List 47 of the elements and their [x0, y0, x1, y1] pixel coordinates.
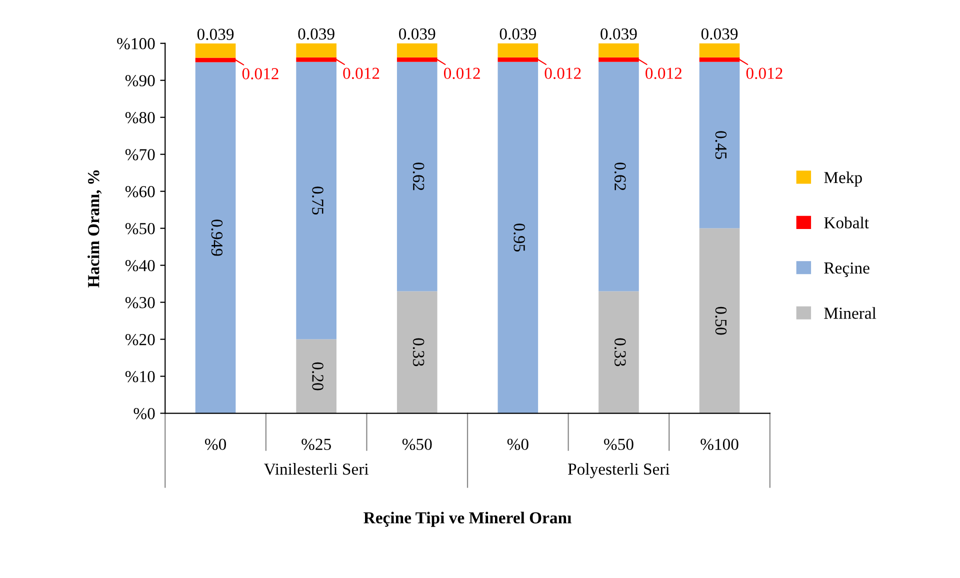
- legend-label: Kobalt: [824, 216, 869, 228]
- data-label: 0.62: [614, 162, 626, 190]
- data-label: 0.012: [343, 68, 380, 80]
- x-tick-label: %50: [604, 438, 634, 450]
- y-tick-label: %70: [125, 149, 155, 160]
- legend-label: Reçine: [824, 262, 870, 278]
- data-label: 0.039: [298, 28, 334, 40]
- x-axis-title: Reçine Tipi ve Minerel Oranı: [364, 512, 572, 527]
- y-axis-title: Hacim Oranı, %: [88, 170, 102, 288]
- y-tick-label: %30: [125, 296, 155, 308]
- text: Polyesterli Seri: [568, 463, 670, 478]
- data-label: 0.039: [600, 28, 637, 40]
- data-label: 0.33: [614, 338, 626, 366]
- data-label: 0.012: [544, 68, 581, 80]
- data-label: 0.039: [500, 28, 536, 40]
- data-label: 0.039: [701, 28, 738, 40]
- data-label: 0.95: [514, 224, 525, 252]
- data-label: 0.039: [197, 28, 234, 40]
- data-label: 0.75: [312, 186, 324, 214]
- y-tick-label: %80: [125, 112, 155, 124]
- y-tick-label: %50: [125, 223, 155, 234]
- y-tick-label: %10: [125, 370, 155, 382]
- x-tick-label: %25: [302, 438, 331, 450]
- y-tick-label: %100: [117, 38, 155, 50]
- y-tick-label: %0: [134, 408, 155, 420]
- x-tick-label: %0: [204, 438, 226, 450]
- legend-label: Mineral: [824, 307, 876, 319]
- data-label: 0.949: [211, 220, 223, 256]
- data-label: 0.012: [444, 68, 480, 80]
- text: Vinilesterli Seri: [264, 463, 368, 475]
- data-label: 0.012: [646, 68, 682, 80]
- y-tick-label: %20: [125, 334, 155, 346]
- x-tick-label: %50: [402, 438, 432, 450]
- data-label: 0.012: [242, 68, 278, 80]
- data-label: 0.039: [399, 28, 436, 40]
- data-label: 0.62: [412, 162, 424, 190]
- data-label: 0.33: [412, 338, 424, 366]
- data-label: 0.45: [715, 131, 727, 160]
- y-tick-label: %60: [125, 186, 155, 198]
- x-tick-label: %0: [507, 438, 528, 450]
- data-label: 0.20: [312, 362, 324, 390]
- data-label: 0.012: [746, 68, 782, 80]
- y-tick-label: %90: [125, 75, 155, 86]
- y-tick-label: %40: [125, 260, 155, 272]
- data-label: 0.50: [715, 306, 727, 335]
- x-tick-label: %100: [700, 438, 738, 450]
- legend-label: Mekp: [824, 171, 862, 187]
